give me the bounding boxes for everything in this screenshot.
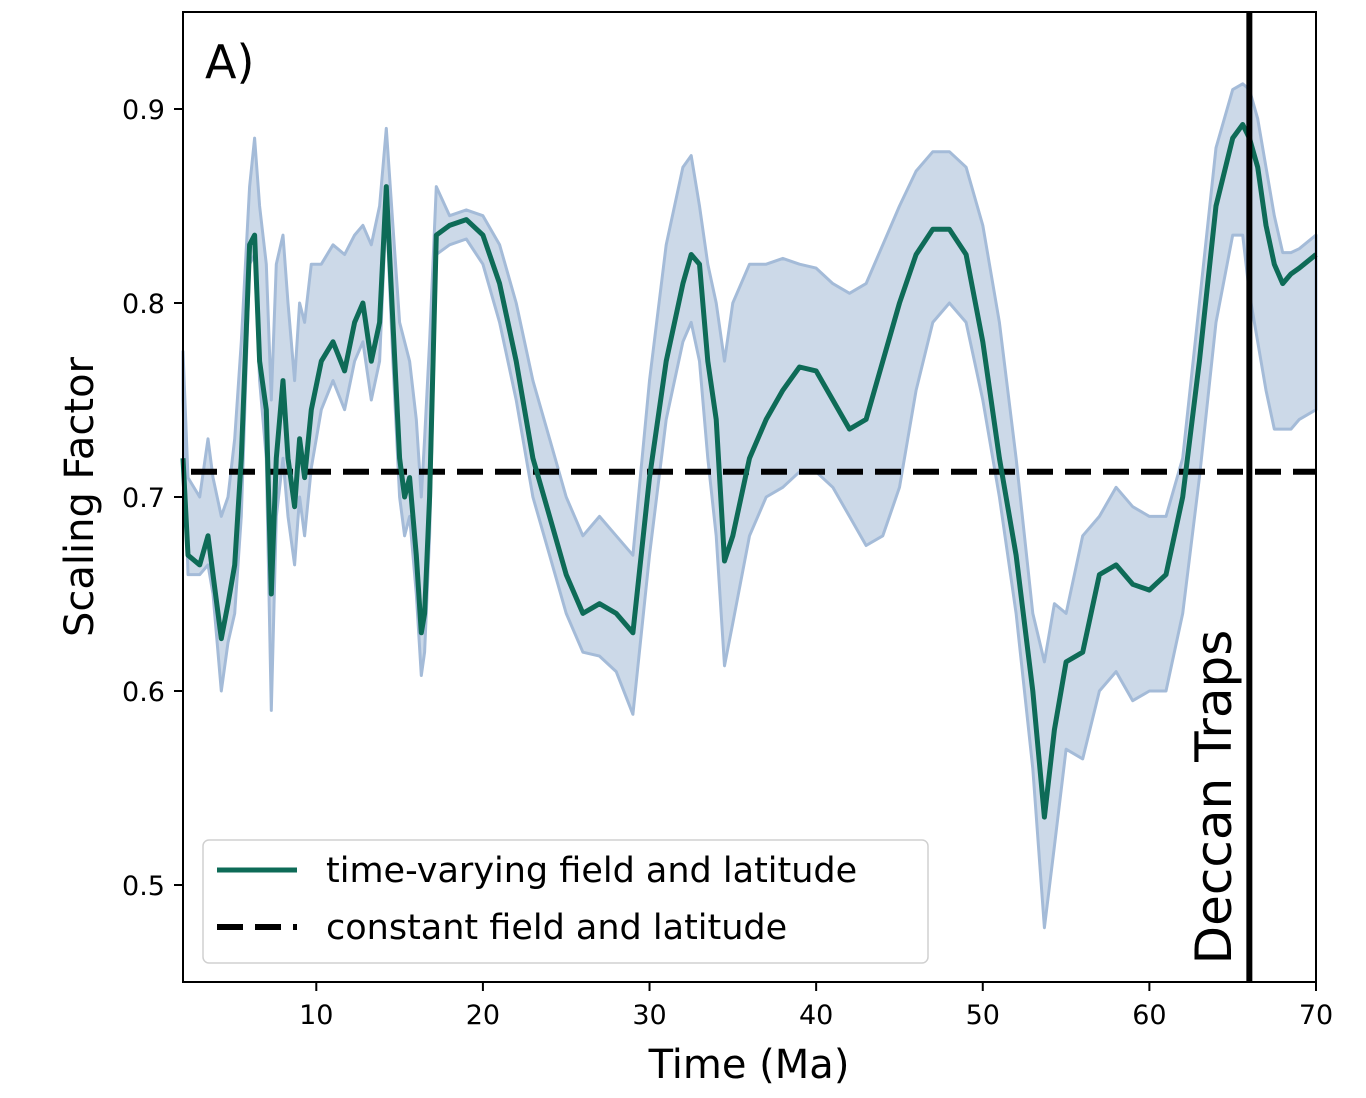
panel-label: A) (205, 35, 254, 89)
x-tick-label: 10 (299, 1000, 333, 1031)
x-tick-label: 40 (799, 1000, 833, 1031)
x-tick-label: 20 (466, 1000, 500, 1031)
x-tick-label: 70 (1299, 1000, 1333, 1031)
y-tick-label: 0.5 (122, 871, 165, 902)
y-tick-label: 0.9 (122, 95, 165, 126)
x-axis-label: Time (Ma) (648, 1042, 850, 1088)
x-tick-label: 50 (966, 1000, 1000, 1031)
deccan-traps-label: Deccan Traps (1185, 630, 1243, 965)
y-axis-ticks: 0.5 0.6 0.7 0.8 0.9 (122, 95, 183, 902)
x-axis-ticks: 10 20 30 40 50 60 70 (299, 982, 1333, 1031)
legend: time-varying field and latitude constant… (202, 839, 929, 964)
plot-area (180, 12, 1318, 982)
y-axis-label: Scaling Factor (57, 356, 103, 637)
uncertainty-band (181, 82, 1318, 930)
legend-label-constant: constant field and latitude (326, 908, 787, 948)
time-varying-line (180, 122, 1318, 820)
x-tick-label: 30 (632, 1000, 666, 1031)
y-tick-label: 0.8 (122, 289, 165, 320)
y-tick-label: 0.6 (122, 677, 165, 708)
x-tick-label: 60 (1132, 1000, 1166, 1031)
legend-label-time-varying: time-varying field and latitude (326, 851, 857, 891)
legend-box (202, 839, 929, 964)
y-tick-label: 0.7 (122, 483, 165, 514)
